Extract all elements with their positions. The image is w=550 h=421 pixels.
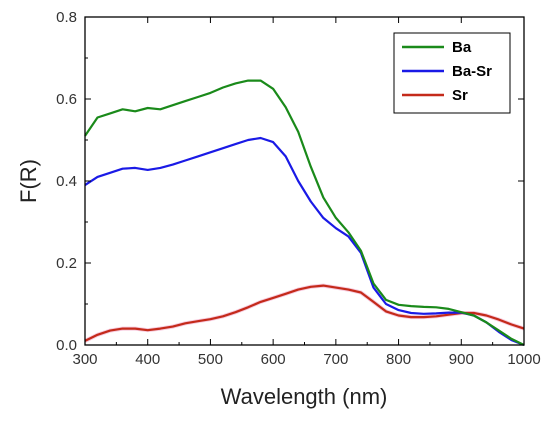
series-line-sr (84, 284, 525, 342)
x-tick-label: 300 (72, 351, 97, 368)
x-axis-title: Wavelength (nm) (221, 384, 388, 409)
legend-label: Sr (452, 87, 468, 104)
y-tick-label: 0.6 (56, 91, 77, 108)
legend: Ba Ba-Sr Sr (393, 32, 511, 114)
plot-lines (84, 79, 525, 347)
y-axis-title: F(R) (16, 159, 41, 203)
y-tick-label: 0.8 (56, 9, 77, 26)
series-line-ba (84, 79, 525, 346)
x-tick-label: 1000 (507, 351, 540, 368)
series-line-ba-sr (84, 136, 525, 347)
x-tick-label: 400 (135, 351, 160, 368)
legend-label: Ba (452, 39, 472, 56)
y-tick-label: 0.0 (56, 337, 77, 354)
y-tick-label: 0.4 (56, 173, 77, 190)
x-tick-label: 600 (261, 351, 286, 368)
y-tick-label: 0.2 (56, 255, 77, 272)
legend-items: Ba Ba-Sr Sr (402, 39, 492, 104)
x-tick-label: 800 (386, 351, 411, 368)
x-tick-label: 500 (198, 351, 223, 368)
axis-ticks (84, 16, 525, 346)
x-tick-label: 700 (323, 351, 348, 368)
axis-tick-labels: 300 400 500 600 700 800 900 1000 0.0 0.2 0.4 0.6 0.8 (56, 9, 541, 368)
legend-label: Ba-Sr (452, 63, 492, 80)
x-tick-label: 900 (449, 351, 474, 368)
